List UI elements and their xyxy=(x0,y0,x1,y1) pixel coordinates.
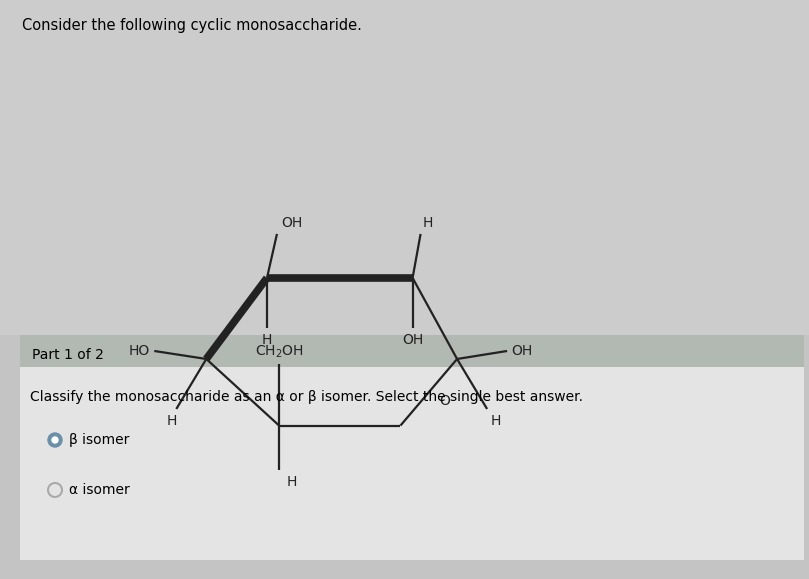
Text: Classify the monosaccharide as an α or β isomer. Select the single best answer.: Classify the monosaccharide as an α or β… xyxy=(30,390,583,404)
Circle shape xyxy=(52,437,58,443)
Bar xyxy=(20,335,804,560)
Text: H: H xyxy=(167,414,177,428)
Text: OH: OH xyxy=(511,344,532,358)
Bar xyxy=(20,335,804,367)
Text: OH: OH xyxy=(281,216,303,230)
Text: H: H xyxy=(422,216,433,230)
Text: H: H xyxy=(262,333,272,347)
Text: Consider the following cyclic monosaccharide.: Consider the following cyclic monosaccha… xyxy=(22,18,362,33)
Text: Part 1 of 2: Part 1 of 2 xyxy=(32,348,104,362)
Text: H: H xyxy=(287,475,298,489)
Text: H: H xyxy=(491,414,502,428)
Text: O: O xyxy=(439,394,451,408)
Circle shape xyxy=(48,433,62,447)
Text: $\mathregular{CH_2OH}$: $\mathregular{CH_2OH}$ xyxy=(255,343,303,360)
Text: α isomer: α isomer xyxy=(69,483,129,497)
Text: OH: OH xyxy=(402,333,423,347)
Bar xyxy=(0,0,809,335)
Text: HO: HO xyxy=(129,344,150,358)
Text: β isomer: β isomer xyxy=(69,433,129,447)
